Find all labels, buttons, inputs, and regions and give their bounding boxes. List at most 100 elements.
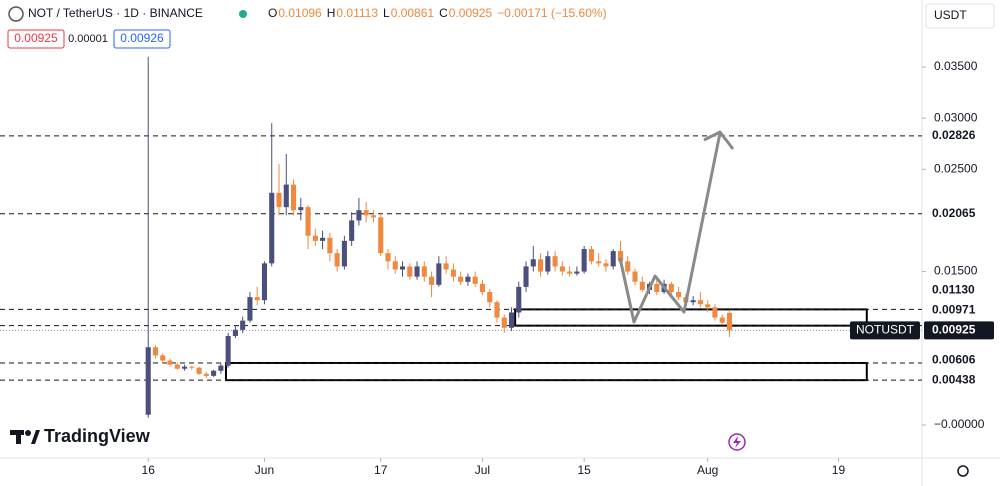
symbol-tag-label: NOTUSDT [856,323,915,337]
price-tag-label: 0.00925 [932,323,976,337]
candle-body [545,256,551,272]
candle-body [588,249,594,262]
ask-price: 0.00926 [120,31,164,45]
projection-arrow [618,132,722,324]
candle-body [407,266,413,277]
ohlc-value: 0.00925 [449,6,493,20]
candle-body [458,276,464,282]
candle-body [538,259,544,272]
candle-body [320,237,326,241]
candle-body [356,210,362,221]
candle-body [399,266,406,270]
candle-body [152,347,159,356]
y-tick-label: 0.02500 [934,161,978,175]
candle-body [654,283,660,293]
settings-icon[interactable] [957,465,969,477]
zone [514,308,868,327]
symbol-tag [850,321,920,340]
x-tick-label: 19 [832,463,846,477]
y-tick-label: 0.01500 [934,264,978,278]
level-label: 0.02065 [932,206,976,220]
y-tick-label: −0.00000 [934,417,985,431]
market-status [239,10,247,18]
zone [224,361,868,382]
candle-body [174,364,180,369]
candle-body [378,217,384,254]
candle-body [552,256,558,267]
candle-body [261,263,268,301]
candle-body [189,366,195,368]
level-label: 0.02826 [932,128,976,142]
watermark-logo [10,430,40,444]
candle-body [167,360,173,365]
candle-body [625,261,631,272]
ohlc-label: H [327,6,336,20]
candle-body [240,320,246,330]
candle-body [676,292,682,298]
candle-body [145,347,151,415]
candle-body [276,192,282,208]
level-label: 0.00438 [932,372,976,386]
candle-body [312,235,318,241]
level-label: 0.00606 [932,352,976,366]
candle-body [429,276,435,285]
candle-body [596,261,602,264]
watermark: TradingView [44,426,151,446]
ask-box[interactable] [113,29,171,49]
candle-body [298,207,304,211]
candle-body [327,237,333,254]
ohlc-label: O [268,6,277,20]
candle-body [581,249,587,272]
candle-body [574,271,580,274]
candle-body [523,266,529,287]
candle-body [479,283,485,293]
price-tag [924,321,994,340]
candle-body [414,266,420,277]
candle-body [472,276,478,284]
candle-body [160,355,166,361]
spread: 0.00001 [68,33,108,45]
event-bolt [733,436,741,448]
candle-body [603,263,609,267]
candle-body [690,300,696,303]
candle-body [196,367,202,374]
bid-price: 0.00925 [14,31,58,45]
ohlc-value: 0.00861 [391,6,435,20]
ohlc-label: C [439,6,448,20]
level-tag [924,281,994,300]
candle-body [567,271,573,274]
candle-body [182,366,188,369]
candle-body [218,365,224,371]
candle-body [719,317,725,323]
candle-body [363,210,369,216]
candle-body [211,370,217,376]
level-tag [924,371,994,390]
candle-body [639,281,645,290]
bid-box[interactable] [7,29,65,49]
candle-body [421,266,427,277]
symbol-title[interactable]: NOT / TetherUS · 1D · BINANCE [28,6,203,20]
currency[interactable]: USDT [934,8,967,22]
candle-body [465,276,471,282]
ohlc-value: 0.01096 [278,6,322,20]
x-tick-label: 16 [142,463,156,477]
candle-body [290,184,297,211]
ohlc-label: L [383,6,390,20]
candle-body [617,251,624,262]
level-label: 0.01130 [932,283,975,297]
level-label: 0.00971 [932,303,976,317]
x-tick-label: 15 [577,463,591,477]
candle-body [349,220,355,241]
x-tick-label: Jun [255,463,274,477]
currency-box[interactable] [925,3,995,29]
candle-body [436,263,442,285]
candle-body [254,297,260,301]
candle-body [283,184,289,208]
candle-body [450,269,456,277]
candle-body [610,251,616,267]
candle-body [530,259,536,267]
candle-body [494,302,500,318]
change: −0.00171 (−15.60%) [497,6,606,20]
